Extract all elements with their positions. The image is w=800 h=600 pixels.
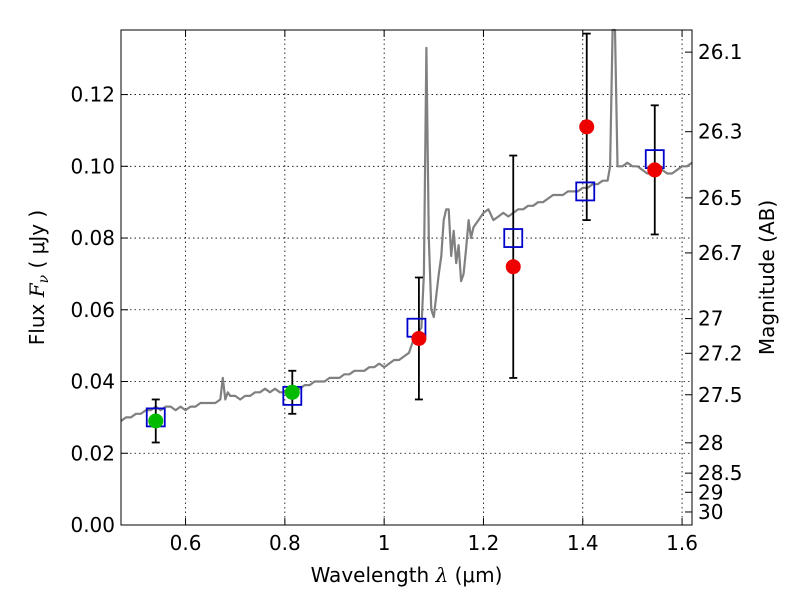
x-tick-label: 0.6 bbox=[170, 531, 202, 555]
y-axis-label-prefix: Flux bbox=[25, 297, 49, 345]
markers bbox=[145, 119, 665, 429]
y-tick-label: 0.10 bbox=[70, 154, 115, 178]
x-tick-label: 1 bbox=[378, 531, 391, 555]
x-axis-label-prefix: Wavelength bbox=[311, 563, 436, 587]
y-tick-label: 0.02 bbox=[70, 441, 115, 465]
spectrum-series bbox=[120, 28, 693, 422]
y2-tick-label: 26.3 bbox=[698, 120, 743, 144]
x-axis-label-symbol: λ bbox=[435, 563, 449, 587]
x-tick-label: 0.8 bbox=[269, 531, 301, 555]
y2-tick-label: 27 bbox=[698, 307, 723, 331]
plot-frame bbox=[120, 29, 693, 526]
x-tick-label: 1.6 bbox=[666, 531, 698, 555]
x-tick-label: 1.2 bbox=[468, 531, 500, 555]
y-tick-label: 0.04 bbox=[70, 370, 115, 394]
red-data-point bbox=[505, 259, 521, 275]
x-tick-label: 1.4 bbox=[567, 531, 599, 555]
y-axis-label-subscript: ν bbox=[36, 274, 52, 283]
y2-tick-label: 28.5 bbox=[698, 461, 743, 485]
y2-tick-label: 29 bbox=[698, 480, 723, 504]
spectrum-line bbox=[120, 28, 693, 422]
y-tick-label: 0.08 bbox=[70, 226, 115, 250]
y2-axis-label: Magnitude (AB) bbox=[755, 200, 779, 355]
y-axis-label-unit: ( μJy ) bbox=[25, 210, 49, 275]
green-data-point bbox=[148, 413, 164, 429]
red-data-point bbox=[579, 119, 595, 135]
y2-tick-label: 27.5 bbox=[698, 383, 743, 407]
x-axis-label-unit: (μm) bbox=[448, 563, 502, 587]
model-square-marker bbox=[575, 181, 596, 202]
red-data-point bbox=[411, 330, 427, 346]
y-tick-label: 0.06 bbox=[70, 298, 115, 322]
y-tick-label: 0.00 bbox=[70, 513, 115, 537]
y2-tick-label: 30 bbox=[698, 500, 723, 524]
y-tick-label: 0.12 bbox=[70, 83, 115, 107]
x-axis-label: Wavelength λ (μm) bbox=[311, 563, 503, 587]
y2-tick-label: 26.5 bbox=[698, 186, 743, 210]
y-axis-ticks: 0.00 0.02 0.04 0.06 0.08 0.10 0.12 bbox=[70, 83, 128, 537]
y-axis-label: Flux Fν ( μJy ) bbox=[25, 210, 52, 345]
y2-tick-label: 28 bbox=[698, 431, 723, 455]
grid bbox=[121, 30, 692, 525]
red-data-point bbox=[647, 162, 663, 178]
y2-tick-label: 27.2 bbox=[698, 341, 743, 365]
x-axis-ticks: 0.6 0.8 1 1.2 1.4 1.6 bbox=[170, 30, 698, 555]
y-axis-label-symbol: F bbox=[25, 282, 49, 298]
green-data-point bbox=[284, 384, 300, 400]
y2-tick-label: 26.1 bbox=[698, 40, 743, 64]
model-square-marker bbox=[503, 228, 524, 248]
y2-tick-label: 26.7 bbox=[698, 241, 743, 265]
